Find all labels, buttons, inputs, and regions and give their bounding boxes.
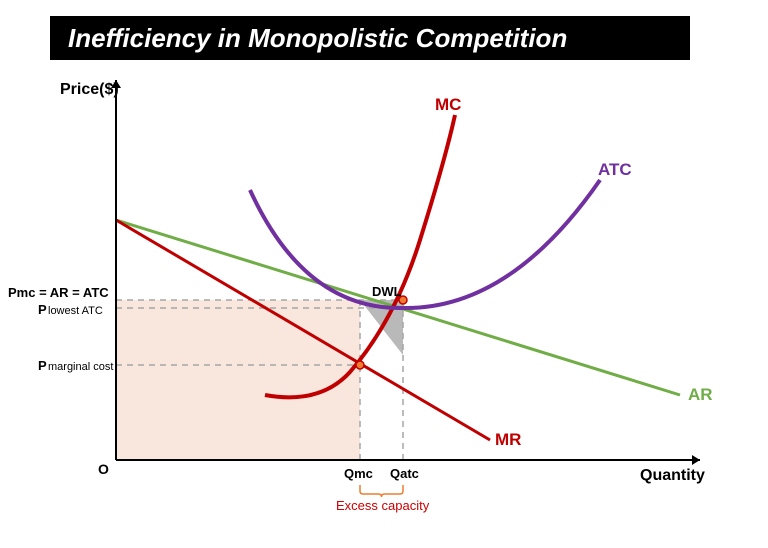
shaded-area bbox=[116, 300, 360, 460]
price-sublabel: marginal cost bbox=[48, 361, 113, 373]
excess-capacity-label: Excess capacity bbox=[336, 498, 430, 513]
intersection-marker bbox=[399, 296, 407, 304]
price-label: Pmc = AR = ATC bbox=[8, 285, 109, 300]
excess-bracket bbox=[360, 485, 403, 497]
x-axis-arrow bbox=[692, 455, 700, 465]
x-axis-label: Quantity bbox=[640, 467, 705, 484]
y-axis-label: Price($) bbox=[60, 81, 119, 98]
quantity-label: Qatc bbox=[390, 466, 419, 481]
dwl-label: DWL bbox=[372, 284, 402, 299]
mc-label: MC bbox=[435, 95, 461, 114]
mr-label: MR bbox=[495, 430, 521, 449]
atc-label: ATC bbox=[598, 160, 632, 179]
origin-label: O bbox=[98, 461, 109, 477]
price-sublabel: lowest ATC bbox=[48, 305, 103, 317]
intersection-marker bbox=[356, 361, 364, 369]
quantity-label: Qmc bbox=[344, 466, 373, 481]
atc-curve bbox=[250, 180, 600, 308]
price-label: P bbox=[38, 358, 47, 373]
economics-diagram: AR MR MC ATC Price($) Quantity O DWL Pmc = AR = … bbox=[0, 0, 768, 548]
price-label: P bbox=[38, 302, 47, 317]
ar-label: AR bbox=[688, 385, 713, 404]
